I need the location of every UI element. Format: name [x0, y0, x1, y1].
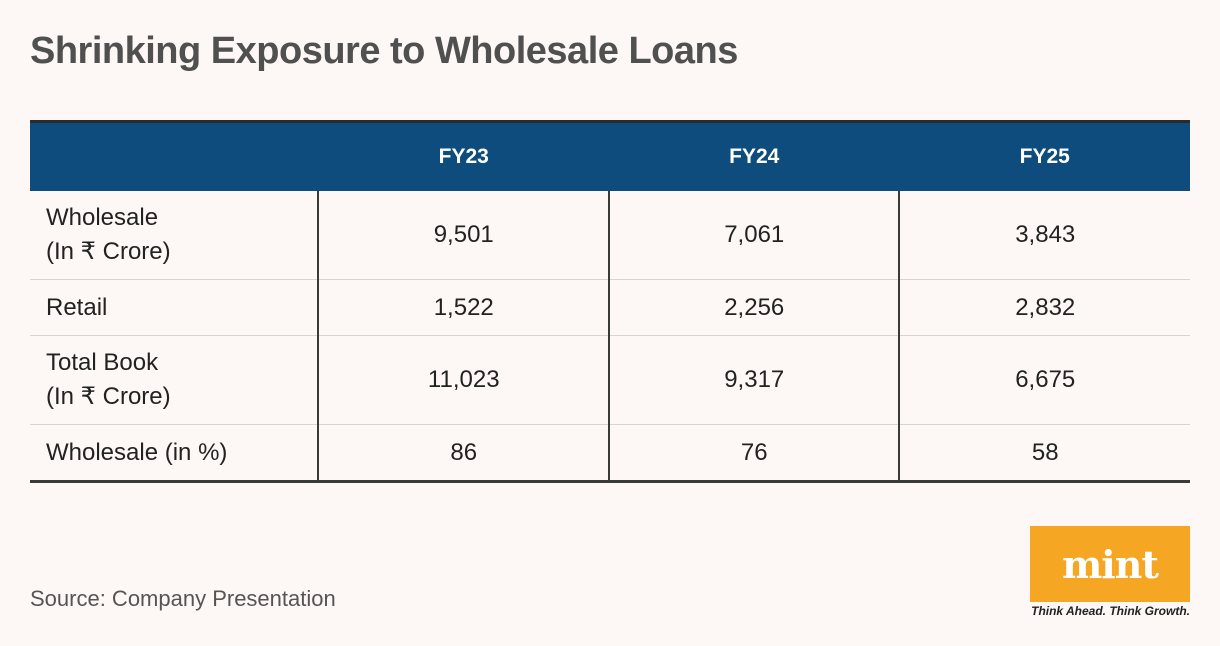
table-cell: 6,675	[898, 335, 1190, 425]
header-cell-fy24: FY24	[608, 120, 900, 191]
row-label: Wholesale (In ₹ Crore)	[30, 191, 319, 280]
table-cell: 86	[317, 424, 609, 483]
table-cell: 1,522	[317, 279, 609, 336]
table-header-row: FY23 FY24 FY25	[30, 120, 1190, 191]
table-row: Wholesale (In ₹ Crore) 9,501 7,061 3,843	[30, 191, 1190, 280]
table-cell: 7,061	[607, 191, 900, 280]
mint-logo: mint	[1030, 526, 1190, 602]
table-cell: 76	[607, 424, 900, 483]
table-cell: 11,023	[317, 335, 609, 425]
header-cell-fy23: FY23	[318, 120, 609, 191]
chart-title: Shrinking Exposure to Wholesale Loans	[30, 30, 738, 72]
table-cell: 58	[898, 424, 1190, 483]
row-label: Wholesale (in %)	[30, 424, 319, 483]
header-cell-blank	[30, 120, 319, 191]
header-cell-fy25: FY25	[899, 120, 1190, 191]
row-label-line1: Wholesale	[46, 204, 159, 231]
data-table: FY23 FY24 FY25 Wholesale (In ₹ Crore) 9,…	[30, 120, 1190, 483]
row-label: Total Book (In ₹ Crore)	[30, 335, 319, 425]
logo-tagline: Think Ahead. Think Growth.	[1031, 604, 1190, 618]
row-label-line2: (In ₹ Crore)	[46, 383, 171, 410]
table-cell: 9,501	[317, 191, 609, 280]
table-row: Retail 1,522 2,256 2,832	[30, 279, 1190, 336]
table-cell: 3,843	[898, 191, 1190, 280]
table-row: Total Book (In ₹ Crore) 11,023 9,317 6,6…	[30, 335, 1190, 425]
source-note: Source: Company Presentation	[30, 586, 336, 611]
table-cell: 2,832	[898, 279, 1190, 336]
table-cell: 2,256	[607, 279, 900, 336]
row-label-line1: Total Book	[46, 349, 159, 376]
logo-wordmark: mint	[1062, 541, 1159, 587]
table-cell: 9,317	[607, 335, 900, 425]
row-label-line2: (In ₹ Crore)	[46, 238, 171, 265]
table-row: Wholesale (in %) 86 76 58	[30, 424, 1190, 483]
row-label: Retail	[30, 279, 319, 336]
